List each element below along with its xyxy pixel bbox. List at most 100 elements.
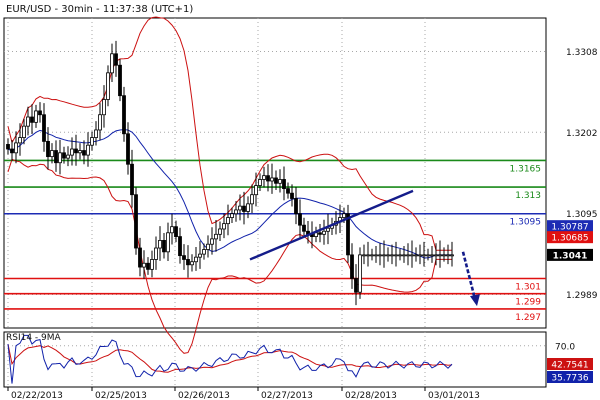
candle-body <box>406 254 410 257</box>
candle-body <box>162 240 166 253</box>
candle-body <box>230 213 234 218</box>
candle-body <box>238 205 242 211</box>
rsi-panel-title: RSI14 - 9MA <box>6 333 62 343</box>
price-tag-box <box>547 248 593 261</box>
candle-body <box>18 137 22 144</box>
candle-body <box>322 230 326 235</box>
bollinger-lower-line <box>7 158 452 354</box>
candle-body <box>398 254 402 257</box>
candle-body <box>258 179 262 186</box>
candle-body <box>342 213 346 218</box>
candle-layer <box>6 40 454 306</box>
candle-body <box>198 253 202 258</box>
candle-body <box>114 53 118 66</box>
candle-body <box>150 259 154 270</box>
candle-body <box>186 259 190 266</box>
candle-body <box>266 175 270 182</box>
candle-body <box>254 185 258 196</box>
y-tick-label: 1.2989 <box>566 291 598 301</box>
candle-body <box>70 148 74 156</box>
candle-body <box>346 213 350 256</box>
level-label: 1.313 <box>515 191 541 201</box>
candle-body <box>118 64 122 97</box>
candle-body <box>390 254 394 257</box>
rsi-tag-box <box>547 371 593 383</box>
forecast-arrow-head <box>470 294 480 307</box>
candle-body <box>158 240 162 249</box>
candle-body <box>274 177 278 184</box>
x-tick-label: 02/25/2013 <box>95 391 147 400</box>
candle-body <box>298 213 302 226</box>
candle-body <box>202 249 206 255</box>
candle-body <box>214 233 218 240</box>
candle-body <box>78 150 82 154</box>
candle-body <box>302 224 306 232</box>
candle-body <box>374 254 378 257</box>
candle-body <box>22 125 26 138</box>
candle-body <box>138 247 142 268</box>
candle-body <box>154 247 158 260</box>
level-label: 1.299 <box>515 298 541 308</box>
candle-body <box>218 228 222 235</box>
candle-body <box>42 114 46 142</box>
rsi-tag-box <box>547 358 593 370</box>
forecast-arrow-line <box>461 251 477 300</box>
chart-title: EUR/USD - 30min - 11:37:38 (UTC+1) <box>6 4 193 15</box>
x-tick-label: 02/28/2013 <box>345 391 397 400</box>
candle-body <box>182 255 186 260</box>
candle-body <box>270 177 274 182</box>
candle-body <box>30 116 34 123</box>
candle-body <box>410 254 414 257</box>
candle-body <box>26 116 30 127</box>
candle-body <box>98 114 102 131</box>
candle-body <box>442 254 446 257</box>
rsi-panel-frame <box>3 331 547 388</box>
y-tick-label: 1.3308 <box>566 48 598 58</box>
level-label: 1.3095 <box>510 218 542 228</box>
candle-body <box>278 179 282 184</box>
candle-body <box>250 194 254 205</box>
candle-body <box>362 254 366 257</box>
rsi-ma-line <box>7 343 453 373</box>
candle-body <box>86 144 90 156</box>
x-tick-label: 02/22/2013 <box>11 391 63 400</box>
candle-body <box>382 254 386 257</box>
candle-body <box>358 254 362 293</box>
candle-body <box>290 192 294 199</box>
moving-average-line <box>7 129 452 259</box>
price-tag-box <box>547 220 593 233</box>
price-tag: 1.30787 <box>547 220 593 233</box>
rsi-tick-label: 70.0 <box>555 342 575 352</box>
level-label: 1.297 <box>515 313 541 323</box>
rsi-line <box>7 334 453 384</box>
candle-body <box>242 205 246 212</box>
candle-body <box>354 278 358 293</box>
candle-body <box>110 53 114 74</box>
axis-layer: 1.2989 1.3095 1.3202 1.3308 02/22/2013 02/25/… <box>7 48 598 400</box>
candle-body <box>378 254 382 257</box>
y-tick-label: 1.3202 <box>566 129 598 139</box>
candle-body <box>134 194 138 249</box>
candle-body <box>414 254 418 257</box>
candle-body <box>126 133 130 165</box>
candle-body <box>50 150 54 158</box>
rsi-tag: 35.7736 <box>547 371 593 384</box>
candle-body <box>166 232 170 253</box>
candle-body <box>394 254 398 257</box>
candle-body <box>190 261 194 266</box>
candle-body <box>450 254 454 257</box>
candle-body <box>222 223 226 230</box>
overlay-layer <box>249 189 480 307</box>
x-tick-label: 03/01/2013 <box>428 391 480 400</box>
candle-body <box>58 152 62 164</box>
candle-body <box>130 163 134 196</box>
candle-body <box>402 254 406 257</box>
candle-body <box>262 175 266 180</box>
candle-body <box>282 179 286 190</box>
candle-body <box>430 254 434 257</box>
price-tag: 1.30685 <box>547 231 593 244</box>
price-tag-label: 1.30787 <box>551 223 588 233</box>
candle-body <box>286 188 290 194</box>
